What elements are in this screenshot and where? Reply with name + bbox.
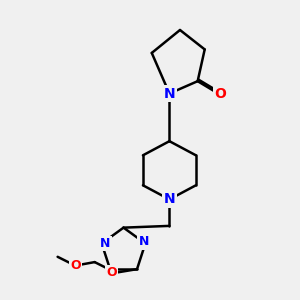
Text: N: N — [100, 237, 110, 250]
Text: N: N — [138, 235, 149, 248]
Text: N: N — [164, 86, 175, 100]
Text: O: O — [106, 266, 117, 279]
Text: O: O — [70, 259, 81, 272]
Text: O: O — [215, 86, 226, 100]
Text: N: N — [164, 192, 175, 206]
